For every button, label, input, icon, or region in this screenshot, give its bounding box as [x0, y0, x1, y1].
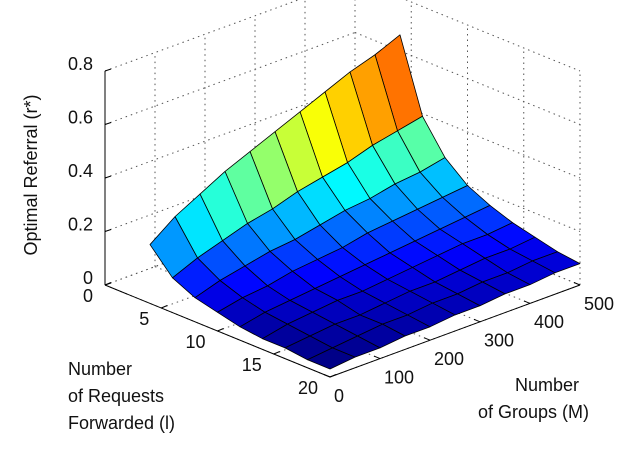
tick-mark: [273, 351, 280, 355]
tick-mark: [104, 175, 112, 179]
y-tick-label: 10: [185, 332, 205, 352]
tick-mark: [373, 355, 381, 360]
y-axis-label: Number: [68, 359, 132, 379]
tick-mark: [104, 229, 112, 232]
z-axis-label: Optimal Referral (r*): [21, 94, 41, 255]
tick-mark: [423, 337, 431, 341]
y-axis-label: Forwarded (l): [68, 413, 175, 433]
x-tick-label: 100: [384, 367, 414, 387]
tick-mark: [161, 305, 168, 309]
x-axis: [329, 284, 581, 378]
y-tick-label: 20: [298, 378, 318, 398]
x-tick-label: 400: [534, 312, 564, 332]
surface-cell: [307, 347, 356, 370]
grid-line: [104, 85, 356, 179]
tick-mark: [523, 300, 531, 304]
x-tick-label: 200: [434, 349, 464, 369]
tick-mark: [104, 68, 112, 72]
z-tick-label: 0.6: [68, 107, 93, 127]
y-tick-label: 15: [242, 355, 262, 375]
z-tick-label: 0.2: [68, 214, 93, 234]
x-tick-label: 500: [584, 294, 614, 314]
z-tick-label: 0.4: [68, 161, 93, 181]
tick-mark: [104, 282, 112, 286]
y-axis-label: of Requests: [68, 386, 164, 406]
x-tick-label: 0: [334, 386, 344, 406]
y-tick-label: 5: [139, 309, 149, 329]
grid-line: [104, 32, 356, 125]
z-tick-label: 0: [83, 268, 93, 288]
tick-mark: [323, 374, 331, 378]
grid-line: [354, 85, 581, 179]
z-tick-label: 0.8: [68, 54, 93, 74]
grid-line: [405, 0, 581, 72]
x-tick-label: 300: [484, 331, 514, 351]
grid-line: [104, 0, 300, 72]
x-axis-label: Number: [515, 375, 579, 395]
tick-mark: [473, 318, 481, 323]
x-axis-label: of Groups (M): [478, 402, 589, 422]
tick-mark: [329, 374, 337, 378]
tick-mark: [573, 282, 581, 286]
tick-mark: [104, 122, 112, 125]
y-tick-label: 0: [83, 286, 93, 306]
tick-mark: [217, 328, 224, 332]
